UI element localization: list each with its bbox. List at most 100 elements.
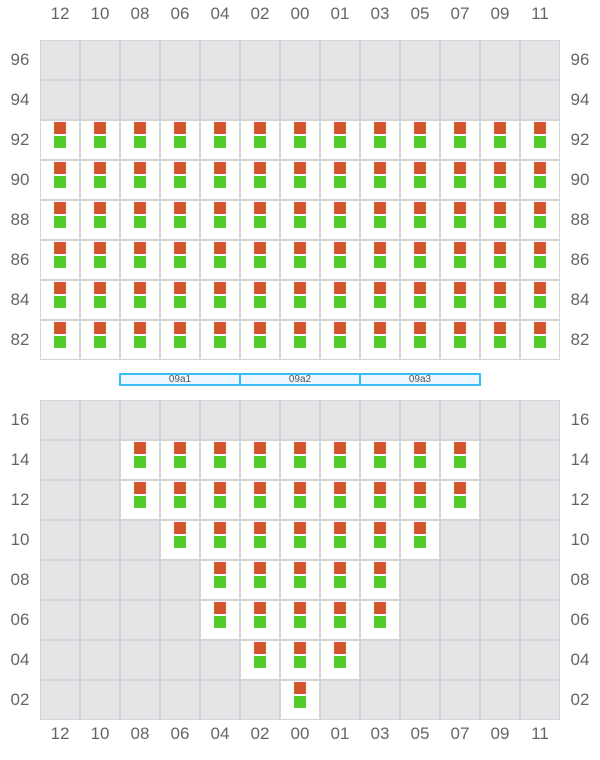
bottom-unit-marker[interactable] (294, 696, 306, 708)
slot-cell[interactable] (160, 160, 200, 200)
slot-cell[interactable] (200, 520, 240, 560)
top-unit-marker[interactable] (334, 282, 346, 294)
top-unit-marker[interactable] (334, 522, 346, 534)
slot-cell[interactable] (40, 240, 80, 280)
bottom-unit-marker[interactable] (294, 616, 306, 628)
top-unit-marker[interactable] (254, 282, 266, 294)
top-unit-marker[interactable] (334, 482, 346, 494)
bottom-unit-marker[interactable] (334, 656, 346, 668)
bottom-unit-marker[interactable] (494, 336, 506, 348)
slot-cell[interactable] (400, 480, 440, 520)
slot-cell[interactable] (200, 280, 240, 320)
slot-cell[interactable] (240, 280, 280, 320)
top-unit-marker[interactable] (254, 122, 266, 134)
bottom-unit-marker[interactable] (214, 576, 226, 588)
slot-cell[interactable] (280, 600, 320, 640)
slot-cell[interactable] (80, 200, 120, 240)
top-unit-marker[interactable] (254, 162, 266, 174)
slot-cell[interactable] (160, 240, 200, 280)
top-unit-marker[interactable] (214, 562, 226, 574)
bottom-unit-marker[interactable] (334, 216, 346, 228)
top-unit-marker[interactable] (214, 322, 226, 334)
bottom-unit-marker[interactable] (94, 336, 106, 348)
bottom-unit-marker[interactable] (454, 176, 466, 188)
bottom-unit-marker[interactable] (134, 136, 146, 148)
bottom-unit-marker[interactable] (174, 176, 186, 188)
top-unit-marker[interactable] (214, 282, 226, 294)
top-unit-marker[interactable] (414, 442, 426, 454)
bottom-unit-marker[interactable] (494, 216, 506, 228)
bottom-unit-marker[interactable] (454, 256, 466, 268)
slot-cell[interactable] (480, 200, 520, 240)
bottom-unit-marker[interactable] (94, 296, 106, 308)
slot-cell[interactable] (360, 480, 400, 520)
slot-cell[interactable] (320, 560, 360, 600)
slot-cell[interactable] (320, 440, 360, 480)
slot-cell[interactable] (120, 440, 160, 480)
bottom-unit-marker[interactable] (214, 456, 226, 468)
slot-cell[interactable] (160, 520, 200, 560)
slot-cell[interactable] (280, 680, 320, 720)
top-unit-marker[interactable] (374, 602, 386, 614)
top-unit-marker[interactable] (134, 442, 146, 454)
top-unit-marker[interactable] (414, 282, 426, 294)
slot-cell[interactable] (240, 520, 280, 560)
bottom-unit-marker[interactable] (214, 216, 226, 228)
slot-cell[interactable] (280, 480, 320, 520)
bottom-unit-marker[interactable] (334, 456, 346, 468)
top-unit-marker[interactable] (214, 242, 226, 254)
slot-cell[interactable] (200, 600, 240, 640)
slot-cell[interactable] (120, 280, 160, 320)
bottom-unit-marker[interactable] (254, 456, 266, 468)
slot-cell[interactable] (160, 120, 200, 160)
bottom-unit-marker[interactable] (254, 656, 266, 668)
slot-cell[interactable] (120, 200, 160, 240)
slot-cell[interactable] (480, 280, 520, 320)
slot-cell[interactable] (320, 280, 360, 320)
top-unit-marker[interactable] (494, 202, 506, 214)
bottom-unit-marker[interactable] (414, 496, 426, 508)
top-unit-marker[interactable] (454, 122, 466, 134)
slot-cell[interactable] (200, 160, 240, 200)
bottom-unit-marker[interactable] (374, 616, 386, 628)
top-unit-marker[interactable] (414, 122, 426, 134)
bottom-unit-marker[interactable] (294, 176, 306, 188)
top-unit-marker[interactable] (294, 242, 306, 254)
top-unit-marker[interactable] (254, 202, 266, 214)
bottom-unit-marker[interactable] (294, 296, 306, 308)
slot-cell[interactable] (400, 160, 440, 200)
top-unit-marker[interactable] (294, 682, 306, 694)
slot-cell[interactable] (400, 320, 440, 360)
top-unit-marker[interactable] (334, 602, 346, 614)
slot-cell[interactable] (480, 120, 520, 160)
top-unit-marker[interactable] (214, 122, 226, 134)
bottom-unit-marker[interactable] (454, 296, 466, 308)
top-unit-marker[interactable] (54, 202, 66, 214)
slot-cell[interactable] (160, 480, 200, 520)
section-09a3[interactable]: 09a3 (408, 374, 432, 385)
top-unit-marker[interactable] (214, 522, 226, 534)
slot-cell[interactable] (360, 280, 400, 320)
top-unit-marker[interactable] (174, 162, 186, 174)
top-unit-marker[interactable] (334, 162, 346, 174)
top-unit-marker[interactable] (214, 162, 226, 174)
bottom-unit-marker[interactable] (334, 496, 346, 508)
bottom-unit-marker[interactable] (214, 496, 226, 508)
bottom-unit-marker[interactable] (334, 336, 346, 348)
slot-cell[interactable] (320, 240, 360, 280)
bottom-unit-marker[interactable] (374, 136, 386, 148)
top-unit-marker[interactable] (334, 242, 346, 254)
bottom-unit-marker[interactable] (214, 536, 226, 548)
top-unit-marker[interactable] (374, 162, 386, 174)
slot-cell[interactable] (280, 280, 320, 320)
bottom-unit-marker[interactable] (374, 496, 386, 508)
slot-cell[interactable] (280, 320, 320, 360)
bottom-unit-marker[interactable] (294, 496, 306, 508)
top-unit-marker[interactable] (54, 322, 66, 334)
slot-cell[interactable] (240, 480, 280, 520)
slot-cell[interactable] (200, 240, 240, 280)
top-unit-marker[interactable] (374, 322, 386, 334)
top-unit-marker[interactable] (494, 122, 506, 134)
bottom-unit-marker[interactable] (174, 496, 186, 508)
top-unit-marker[interactable] (374, 242, 386, 254)
